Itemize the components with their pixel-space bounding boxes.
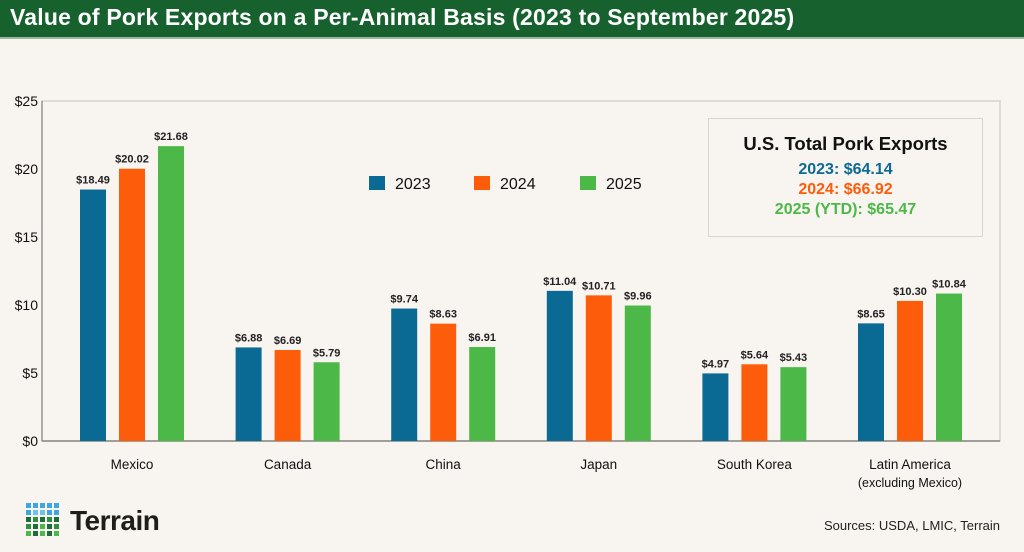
- bar-2025-canada: [313, 362, 340, 441]
- y-tick-label: $10: [15, 297, 39, 313]
- bar-2023-japan: [546, 290, 573, 441]
- data-label: $10.84: [932, 279, 967, 291]
- data-label: $18.49: [76, 175, 110, 187]
- logo-dot: [26, 510, 31, 515]
- x-tick-label: Canada: [264, 457, 312, 472]
- bar-2023-mexico: [80, 189, 106, 441]
- data-label: $4.97: [702, 358, 730, 370]
- totals-2023: 2023: $64.14: [798, 161, 893, 178]
- logo-dot: [33, 524, 38, 529]
- data-label: $8.65: [857, 308, 885, 320]
- logo-dot: [26, 531, 31, 536]
- data-label: $10.30: [893, 286, 927, 298]
- y-tick-label: $25: [15, 93, 39, 109]
- x-tick-label: Latin America: [869, 457, 951, 472]
- logo-dot: [40, 503, 45, 508]
- data-label: $20.02: [115, 154, 149, 166]
- data-label: $5.43: [780, 352, 808, 364]
- legend-label-2023: 2023: [395, 176, 431, 193]
- logo-dot: [54, 531, 59, 536]
- logo-dot: [33, 503, 38, 508]
- legend-label-2024: 2024: [500, 176, 536, 193]
- x-tick-label: China: [426, 457, 462, 472]
- data-label: $6.88: [235, 332, 263, 344]
- totals-2024: 2024: $66.92: [798, 181, 893, 198]
- data-label: $5.79: [313, 347, 341, 359]
- bar-2023-latin-america: [858, 323, 884, 441]
- logo-dot: [47, 524, 52, 529]
- data-label: $5.64: [741, 349, 769, 361]
- bar-2024-mexico: [119, 168, 145, 441]
- bar-2024-canada: [274, 350, 301, 441]
- logo-dot: [40, 517, 45, 522]
- source-note: Sources: USDA, LMIC, Terrain: [823, 518, 1000, 533]
- bar-2025-japan: [624, 305, 651, 441]
- y-tick-label: $0: [22, 433, 38, 449]
- logo-dot: [26, 517, 31, 522]
- legend-swatch-2023: [369, 176, 385, 190]
- bar-2024-japan: [585, 295, 612, 441]
- title-bar: Value of Pork Exports on a Per-Animal Ba…: [0, 0, 1024, 39]
- x-tick-label: Japan: [580, 457, 617, 472]
- y-tick-label: $5: [22, 365, 38, 381]
- bar-2023-south-korea: [702, 373, 729, 441]
- logo-dot: [47, 510, 52, 515]
- totals-heading: U.S. Total Pork Exports: [743, 133, 948, 154]
- bar-2025-china: [469, 347, 496, 441]
- bar-2025-mexico: [158, 146, 184, 442]
- logo-dot: [33, 517, 38, 522]
- x-tick-label: South Korea: [717, 457, 793, 472]
- data-label: $11.04: [543, 276, 577, 288]
- data-label: $6.91: [468, 332, 496, 344]
- legend-label-2025: 2025: [606, 176, 642, 193]
- data-label: $10.71: [582, 280, 616, 292]
- x-tick-label: Mexico: [111, 457, 154, 472]
- data-label: $8.63: [429, 309, 457, 321]
- totals-box: U.S. Total Pork Exports 2023: $64.14 202…: [708, 118, 983, 237]
- totals-2025: 2025 (YTD): $65.47: [774, 201, 917, 218]
- logo-dot: [26, 524, 31, 529]
- bar-2023-china: [391, 308, 418, 441]
- legend-swatch-2025: [580, 176, 596, 190]
- logo-dot: [40, 510, 45, 515]
- logo-dot: [47, 517, 52, 522]
- bar-2024-south-korea: [741, 364, 768, 441]
- legend-swatch-2024: [474, 176, 490, 190]
- logo-dot: [26, 503, 31, 508]
- logo-dot: [54, 510, 59, 515]
- data-label: $6.69: [274, 335, 302, 347]
- logo-dot: [40, 531, 45, 536]
- chart-title: Value of Pork Exports on a Per-Animal Ba…: [10, 4, 795, 30]
- logo-dot: [33, 531, 38, 536]
- terrain-logo-icon: [26, 503, 59, 536]
- logo-dot: [40, 524, 45, 529]
- bar-2025-latin-america: [936, 293, 962, 441]
- y-tick-label: $15: [15, 229, 39, 245]
- data-label: $9.74: [390, 294, 418, 306]
- bar-2023-canada: [235, 347, 262, 441]
- logo-dot: [47, 531, 52, 536]
- data-label: $9.96: [624, 291, 652, 303]
- logo-dot: [47, 503, 52, 508]
- bar-2024-latin-america: [897, 300, 923, 441]
- logo-dot: [54, 517, 59, 522]
- x-tick-sublabel: (excluding Mexico): [858, 476, 962, 490]
- terrain-logo-text: Terrain: [70, 505, 160, 536]
- logo-dot: [54, 524, 59, 529]
- bar-2025-south-korea: [780, 367, 807, 441]
- y-tick-label: $20: [15, 161, 39, 177]
- bar-2024-china: [430, 323, 457, 441]
- logo-dot: [54, 503, 59, 508]
- logo-dot: [33, 510, 38, 515]
- data-label: $21.68: [154, 131, 188, 143]
